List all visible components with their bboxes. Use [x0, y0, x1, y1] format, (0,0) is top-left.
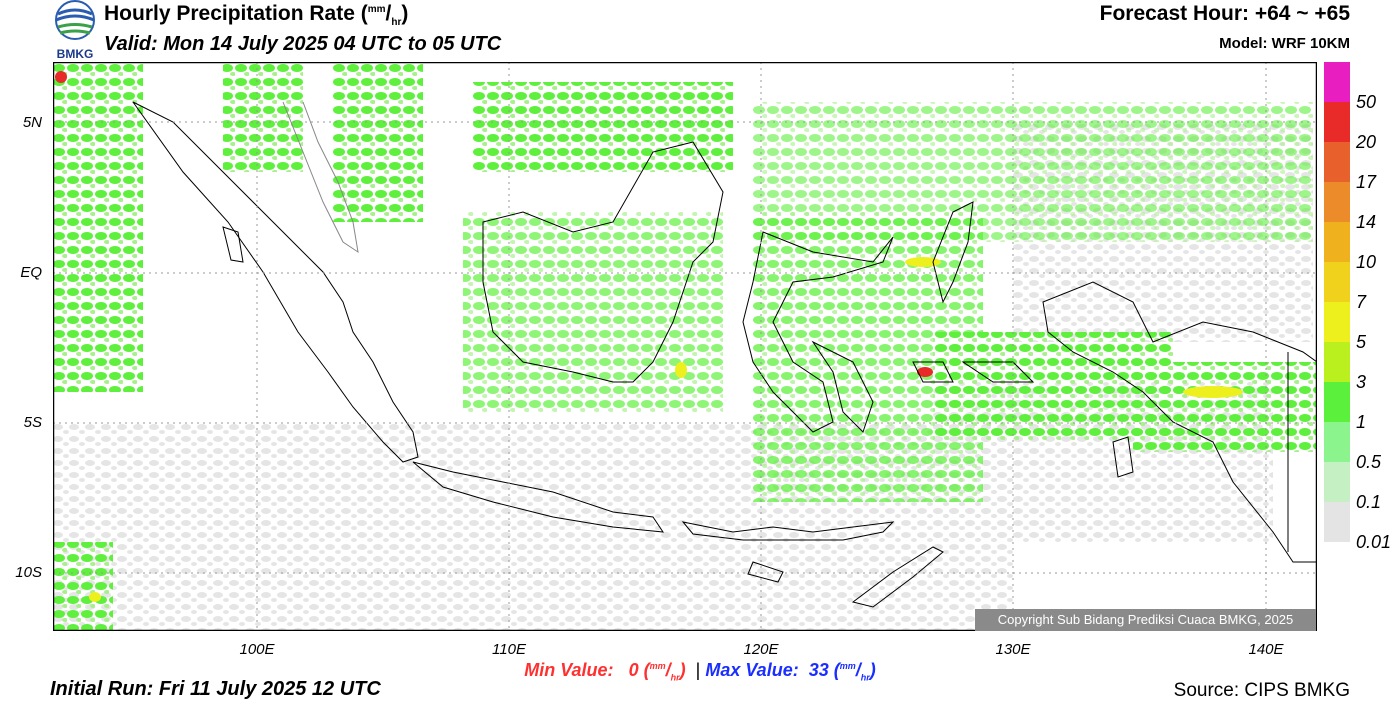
legend-label: 50 [1356, 92, 1377, 112]
max-value: Max Value: 33 (mm/hr) [705, 660, 876, 683]
moderate-rain-areas [53, 62, 1317, 631]
legend-label: 10 [1356, 252, 1377, 272]
graticule [53, 62, 1317, 631]
color-legend [1324, 62, 1350, 542]
min-value: Min Value: 0 (mm/hr) [524, 660, 691, 683]
valid-time: Valid: Mon 14 July 2025 04 UTC to 05 UTC [104, 33, 502, 55]
lat-label-5s: 5S [23, 414, 42, 431]
legend-swatch [1324, 502, 1350, 542]
legend-swatch [1324, 142, 1350, 182]
legend-swatch [1324, 102, 1350, 142]
lon-label-100e: 100E [239, 641, 275, 658]
precipitation-map [53, 62, 1317, 631]
min-max-values: Min Value: 0 (mm/hr) | Max Value: 33 (mm… [524, 660, 876, 683]
map-frame [53, 62, 1317, 631]
legend-label: 0.5 [1356, 452, 1382, 472]
legend-swatch [1324, 342, 1350, 382]
legend-label: 17 [1356, 172, 1377, 192]
legend-label: 20 [1356, 132, 1377, 152]
land-outlines [132, 101, 1317, 608]
legend-swatch [1324, 382, 1350, 422]
legend-swatch [1324, 62, 1350, 102]
svg-text:BMKG: BMKG [57, 47, 94, 60]
legend-swatch [1324, 262, 1350, 302]
lat-label-eq: EQ [20, 264, 42, 281]
legend-label: 0.1 [1356, 492, 1382, 512]
lon-label-140e: 140E [1248, 641, 1284, 658]
legend-swatch [1324, 462, 1350, 502]
forecast-hour: Forecast Hour: +64 ~ +65 [1099, 2, 1350, 25]
bmkg-logo: BMKG [55, 0, 95, 60]
copyright-banner: Copyright Sub Bidang Prediksi Cuaca BMKG… [975, 609, 1316, 631]
legend-swatch [1324, 222, 1350, 262]
lon-label-130e: 130E [995, 641, 1031, 658]
legend-label: 1 [1356, 412, 1367, 432]
legend-label: 5 [1356, 332, 1367, 352]
chart-title: Hourly Precipitation Rate (mm/hr) [104, 2, 409, 29]
legend-label: 0.01 [1356, 532, 1392, 552]
legend-swatch [1324, 182, 1350, 222]
model-label: Model: WRF 10KM [1219, 35, 1350, 52]
lat-label-5n: 5N [22, 114, 42, 131]
source-label: Source: CIPS BMKG [1173, 680, 1350, 701]
lon-label-120e: 120E [743, 641, 779, 658]
lat-label-10s: 10S [15, 564, 42, 581]
lon-label-110e: 110E [492, 641, 526, 658]
initial-run: Initial Run: Fri 11 July 2025 12 UTC [50, 678, 381, 700]
legend-label: 14 [1356, 212, 1377, 232]
legend-label: 7 [1356, 292, 1367, 312]
legend-label: 3 [1356, 372, 1367, 392]
legend-swatch [1324, 302, 1350, 342]
legend-swatch [1324, 422, 1350, 462]
